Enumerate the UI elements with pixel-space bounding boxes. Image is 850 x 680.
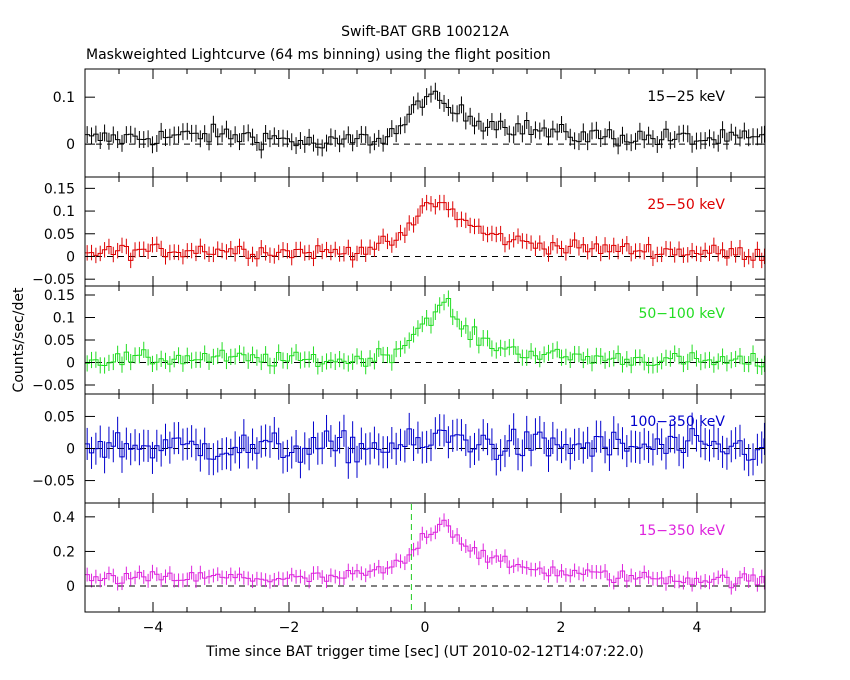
panel-label: 25−50 keV — [647, 197, 725, 213]
y-tick-label: 0.15 — [44, 288, 75, 304]
series-line — [85, 298, 765, 368]
panel-4: −0.05 0 0.05 100−350 keV — [32, 393, 766, 504]
series-line — [85, 90, 765, 151]
panel-1: 0 0.1 15−25 keV — [53, 68, 766, 178]
panel-label: 15−25 keV — [647, 89, 725, 105]
y-tick-label: −0.05 — [32, 474, 75, 490]
panel-2: −0.05 0 0.05 0.1 0.15 25−50 keV — [32, 176, 766, 288]
y-tick-label: −0.05 — [32, 378, 75, 394]
y-axis-label: Counts/sec/det — [11, 287, 27, 392]
panel-label: 50−100 keV — [638, 306, 725, 322]
y-tick-label: 0.4 — [53, 510, 75, 526]
panel-5: 0 0.2 0.4 15−350 keV — [53, 502, 766, 613]
x-tick-label: 2 — [557, 620, 566, 636]
y-tick-label: 0.1 — [53, 204, 75, 220]
x-tick-label: 0 — [421, 620, 430, 636]
panel-label: 15−350 keV — [638, 523, 725, 539]
y-tick-label: 0 — [66, 356, 75, 372]
y-tick-label: 0.05 — [44, 227, 75, 243]
x-axis-label: Time since BAT trigger time [sec] (UT 20… — [205, 644, 644, 660]
y-tick-label: 0 — [66, 579, 75, 595]
x-tick-label: −4 — [143, 620, 164, 636]
panel-frame — [84, 502, 766, 613]
panel-3: −0.05 0 0.05 0.1 0.15 50−100 keV — [32, 285, 766, 395]
y-tick-label: −0.05 — [32, 272, 75, 288]
panel-frame — [84, 176, 766, 287]
series-line — [85, 519, 765, 589]
y-tick-label: 0 — [66, 137, 75, 153]
chart-subtitle: Maskweighted Lightcurve (64 ms binning) … — [86, 47, 551, 63]
y-tick-label: 0.2 — [53, 544, 75, 560]
x-tick-label: −2 — [279, 620, 300, 636]
x-tick-label: 4 — [693, 620, 702, 636]
series-line — [85, 428, 765, 464]
series-line — [85, 202, 765, 261]
y-tick-label: 0.1 — [53, 311, 75, 327]
y-tick-label: 0 — [66, 249, 75, 265]
y-tick-label: 0.05 — [44, 409, 75, 425]
y-tick-label: 0.05 — [44, 333, 75, 349]
y-tick-label: 0.15 — [44, 181, 75, 197]
panel-frame — [84, 285, 766, 395]
y-tick-label: 0 — [66, 442, 75, 458]
chart-title: Swift-BAT GRB 100212A — [341, 24, 509, 40]
panel-label: 100−350 keV — [630, 414, 726, 430]
y-tick-label: 0.1 — [53, 90, 75, 106]
